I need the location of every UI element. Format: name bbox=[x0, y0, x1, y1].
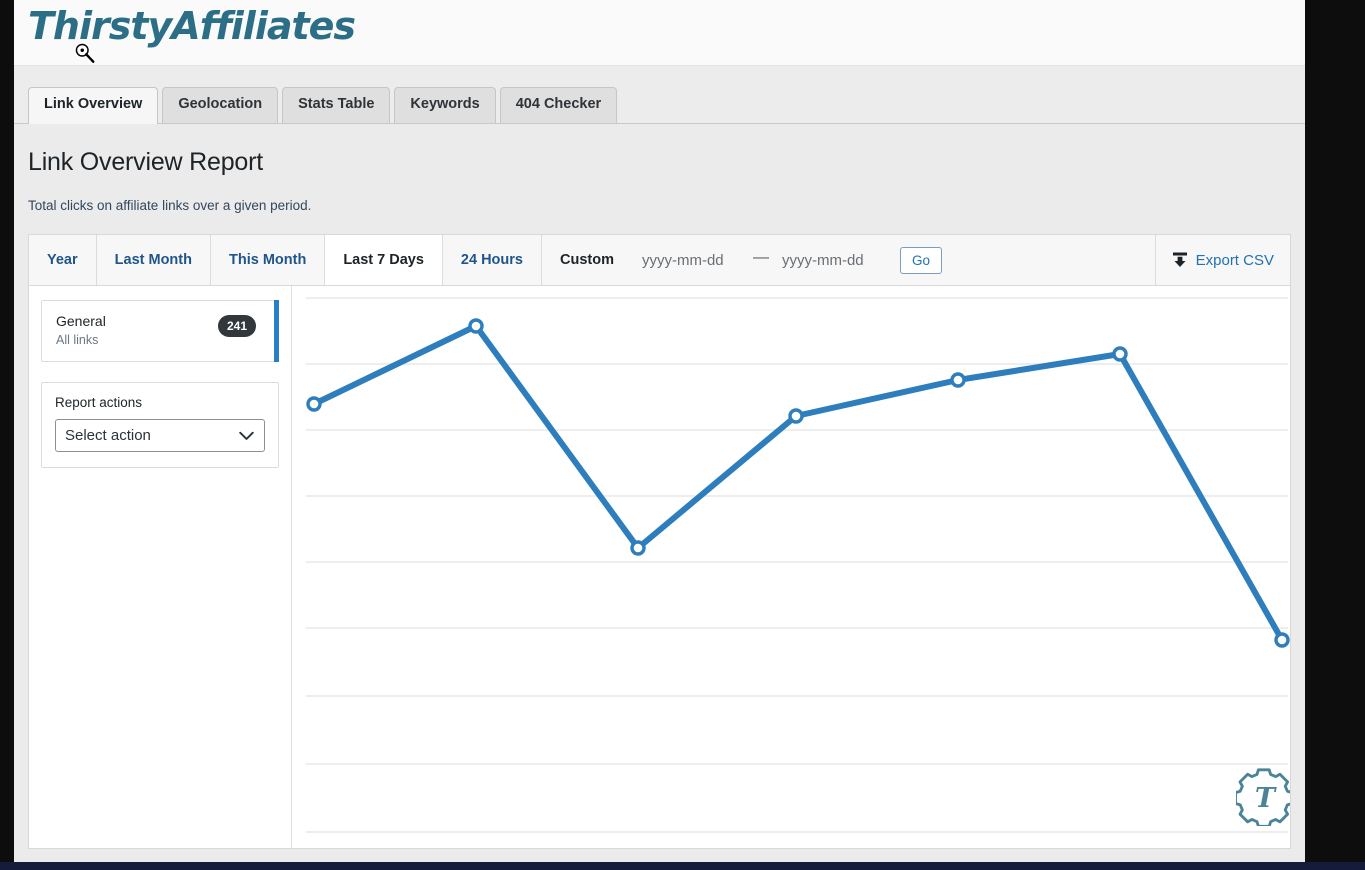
custom-date-to-input[interactable] bbox=[781, 251, 890, 269]
report-actions-select[interactable]: Select action bbox=[55, 419, 265, 452]
date-range-separator: — bbox=[752, 249, 769, 266]
tab-link-overview[interactable]: Link Overview bbox=[28, 87, 159, 124]
custom-date-from-input[interactable] bbox=[641, 251, 750, 269]
chart-data-points bbox=[306, 318, 1290, 648]
report-actions-label: Report actions bbox=[55, 395, 143, 410]
toolbar-spacer bbox=[942, 235, 1155, 285]
range-24-hours[interactable]: 24 Hours bbox=[443, 235, 542, 285]
custom-range-label: Custom bbox=[559, 252, 614, 268]
report-tabs: Link Overview Geolocation Stats Table Ke… bbox=[28, 87, 618, 124]
tab-geolocation[interactable]: Geolocation bbox=[162, 87, 279, 123]
range-last-7-days[interactable]: Last 7 Days bbox=[325, 235, 443, 285]
clicks-chart[interactable]: T bbox=[292, 286, 1290, 848]
link-group-subtitle: All links bbox=[56, 333, 99, 347]
range-this-month[interactable]: This Month bbox=[211, 235, 326, 285]
report-actions-card: Report actions Select action bbox=[41, 382, 279, 468]
link-count-badge: 241 bbox=[217, 315, 256, 337]
page-title: Link Overview Report bbox=[28, 148, 263, 176]
report-sidebar: General All links 241 Report actions Sel… bbox=[29, 286, 292, 848]
report-page: Link Overview Report Total clicks on aff… bbox=[14, 124, 1305, 862]
download-icon bbox=[1172, 252, 1187, 267]
link-group-title: General bbox=[56, 313, 106, 329]
page-subtitle: Total clicks on affiliate links over a g… bbox=[28, 198, 312, 213]
export-csv-label: Export CSV bbox=[1195, 251, 1274, 269]
range-year[interactable]: Year bbox=[29, 235, 97, 285]
thirsty-affiliates-logo: ThirstyAffiliates bbox=[28, 4, 356, 48]
chart-gridlines bbox=[306, 297, 1288, 833]
go-button[interactable]: Go bbox=[899, 246, 942, 274]
chart-series-line bbox=[311, 323, 1285, 643]
tabbar-container: Link Overview Geolocation Stats Table Ke… bbox=[14, 66, 1305, 124]
link-group-general[interactable]: General All links 241 bbox=[41, 300, 279, 362]
os-taskbar bbox=[0, 862, 1365, 870]
report-actions-select-wrap: Select action bbox=[55, 419, 265, 452]
tab-keywords[interactable]: Keywords bbox=[394, 87, 496, 123]
clicks-line-chart-svg bbox=[306, 297, 1290, 833]
browser-viewport: ThirstyAffiliates Link Overview Geolocat… bbox=[14, 0, 1305, 862]
tab-stats-table[interactable]: Stats Table bbox=[282, 87, 391, 123]
report-content: General All links 241 Report actions Sel… bbox=[28, 286, 1291, 849]
plugin-header: ThirstyAffiliates bbox=[14, 0, 1305, 66]
range-last-month[interactable]: Last Month bbox=[97, 235, 211, 285]
export-csv-button[interactable]: Export CSV bbox=[1154, 235, 1290, 285]
date-range-toolbar: Year Last Month This Month Last 7 Days 2… bbox=[28, 234, 1291, 286]
active-accent-bar bbox=[274, 300, 279, 362]
tab-404-checker[interactable]: 404 Checker bbox=[499, 87, 618, 123]
